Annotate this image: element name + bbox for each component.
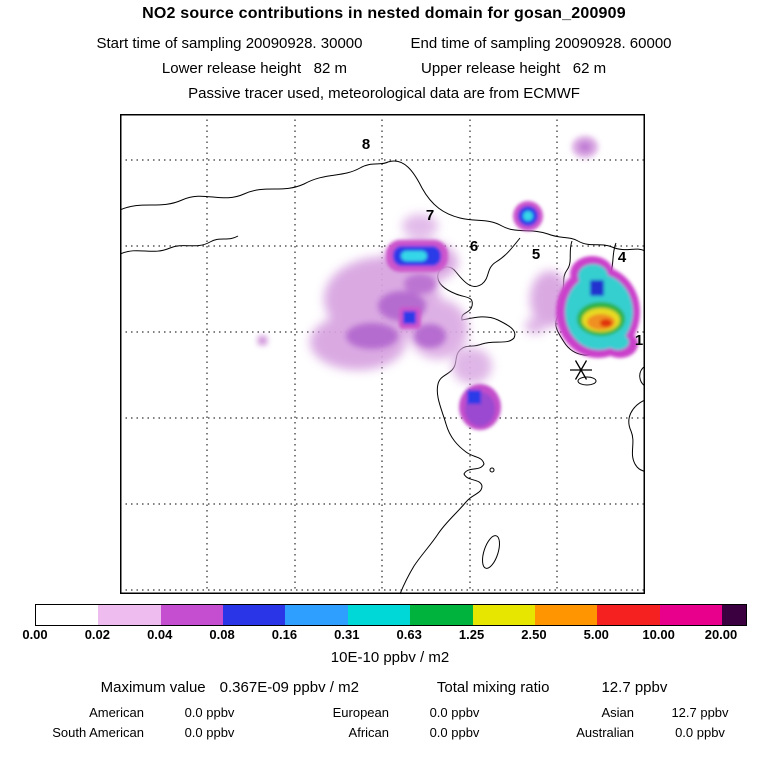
colorbar-tick-label: 0.02 [84,627,111,642]
region-value: 0.0 ppbv [429,725,480,740]
sampling-start-text: Start time of sampling 20090928. 30000 [96,35,363,52]
region-name: Asian [601,705,634,720]
coastlines [119,160,646,595]
region-value: 12.7 ppbv [671,705,729,720]
colorbar-tick-label: 10.00 [642,627,675,642]
region-value: 0.0 ppbv [675,725,725,740]
region-name: American [89,705,144,720]
plume-east-china-blue [467,390,481,404]
region-name: African [348,725,389,740]
colorbar-tick-label: 0.00 [22,627,48,642]
colorbar-segment [285,605,348,625]
colorbar-tick-label: 0.04 [147,627,173,642]
figure-title: NO2 source contributions in nested domai… [142,5,626,22]
plume-dark-core-4 [414,324,446,348]
total-mixing-value: 12.7 ppbv [601,679,668,696]
korea-plume-blue-square [590,280,604,296]
map-border [120,114,645,594]
plumes [258,136,640,430]
max-value: 0.367E-09 ppbv / m2 [219,679,359,696]
tracer-info-text: Passive tracer used, meteorological data… [188,85,580,102]
region-name: Australian [576,725,634,740]
colorbar-tick-label: 1.25 [458,627,485,642]
colorbar-segment [347,605,411,625]
colorbar-segment [160,605,224,625]
colorbar-segment [472,605,535,625]
colorbar [35,604,747,626]
lower-release-text: Lower release height 82 m [161,60,347,77]
trajectory-marker-5: 5 [532,246,540,263]
hotspot-north-cyan [523,211,533,221]
tracer-info-line: Passive tracer used, meteorological data… [0,85,768,102]
plume-west-dot [258,336,267,345]
trajectory-marker-4: 4 [618,249,627,266]
colorbar-tick-label: 0.63 [396,627,422,642]
jeju-island [577,376,597,386]
max-value-label: Maximum value [100,679,206,696]
map-svg: 8 7 6 5 4 1 [119,114,646,595]
plume-dark-core-3 [404,274,436,294]
colorbar-segment [597,605,660,625]
region-name: South American [52,725,144,740]
region-value: 0.0 ppbv [429,705,480,720]
colorbar-segment [36,605,99,625]
receptor-marker [570,360,592,380]
colorbar-segment [98,605,161,625]
colorbar-tick-label: 5.00 [583,627,609,642]
total-mixing-label: Total mixing ratio [436,679,550,696]
korea-plume-red [600,319,612,327]
northern-border-line [119,160,646,252]
release-height-line: Lower release height 82 m Upper release … [0,60,768,77]
korea-plume [556,256,640,358]
taiwan-island [482,535,500,569]
upper-release-text: Upper release height 62 m [421,60,607,77]
colorbar-tick-label: 2.50 [521,627,547,642]
korea-plume-cyan-lower [607,334,629,350]
plume-shandong [452,348,492,384]
sampling-end-text: End time of sampling 20090928. 60000 [410,35,672,52]
map-panel: 8 7 6 5 4 1 [119,113,646,595]
colorbar-segment [659,605,722,625]
colorbar-units: 10E-10 ppbv / m2 [330,649,450,666]
trajectory-marker-7: 7 [426,207,434,224]
colorbar-tick-label: 0.16 [271,627,298,642]
trajectory-marker-6: 6 [470,238,478,255]
region-value: 0.0 ppbv [184,725,235,740]
plume-yellow-sea-small [525,318,545,334]
trajectory-marker-1: 1 [635,332,643,349]
region-name: European [332,705,389,720]
hotspot-square-blue [403,311,416,324]
small-island [489,467,495,473]
plume-above-bar [402,214,438,238]
plume-dark-core-2 [346,323,398,349]
colorbar-segment [721,605,746,625]
hotspot-bar-cyan [401,251,427,261]
colorbar-tick-label: 0.31 [334,627,360,642]
colorbar-segment [534,605,598,625]
secondary-border-line [119,235,239,255]
colorbar-tick-label: 20.00 [704,627,738,642]
trajectory-marker-8: 8 [362,136,370,153]
region-contributions: American 0.0 ppbv European 0.0 ppbv Asia… [16,705,752,740]
summary-line: Maximum value 0.367E-09 ppbv / m2 Total … [0,679,768,696]
sampling-time-line: Start time of sampling 20090928. 30000 E… [0,35,768,52]
colorbar-tick-label: 0.08 [209,627,235,642]
colorbar-ticks: 0.00 0.02 0.04 0.08 0.16 0.31 0.63 1.25 2.50 5.00… [22,627,745,643]
region-value: 0.0 ppbv [184,705,235,720]
plume-topright-core [579,142,591,152]
kyushu-coastline [628,399,646,473]
colorbar-segment [410,605,473,625]
trajectory-markers: 8 7 6 5 4 1 [362,136,643,380]
colorbar-segment [223,605,286,625]
